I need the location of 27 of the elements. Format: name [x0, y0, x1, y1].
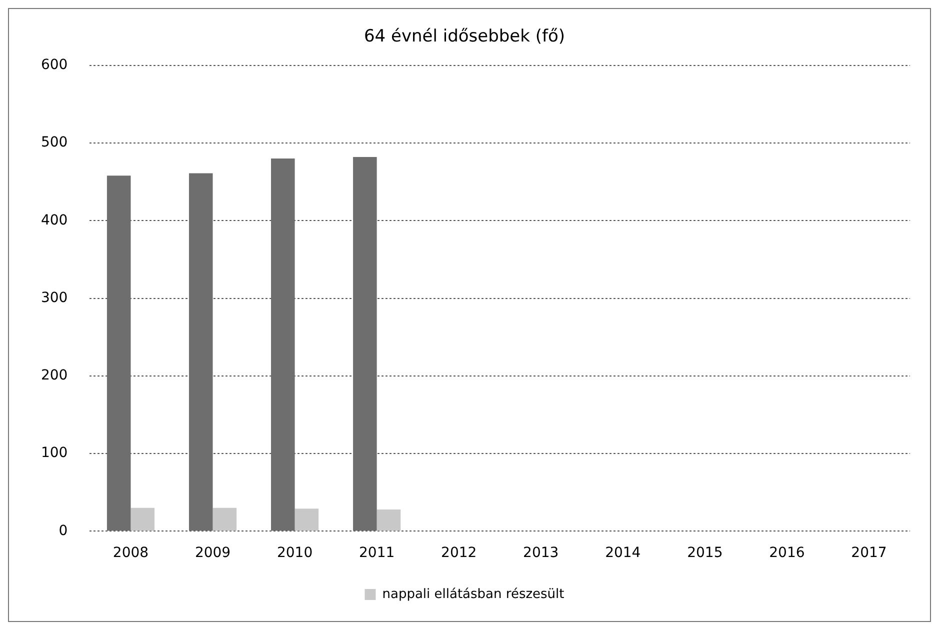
y-tick-label: 300	[40, 290, 68, 306]
y-tick-label: 100	[40, 445, 68, 462]
bar	[376, 509, 401, 531]
y-tick-label: 600	[40, 57, 68, 74]
bar	[130, 508, 155, 531]
x-tick-label: 2010	[276, 545, 313, 562]
legend-label: nappali ellátásban részesült	[382, 586, 564, 602]
bar	[106, 176, 131, 531]
bar	[271, 158, 295, 531]
x-tick-label: 2012	[441, 545, 477, 562]
y-tick-label: 200	[40, 368, 68, 384]
y-tick-label: 400	[40, 212, 68, 228]
y-tick-label: 0	[58, 522, 68, 539]
y-tick-label: 500	[40, 134, 68, 151]
bar	[188, 173, 213, 531]
x-tick-label: 2016	[769, 545, 805, 562]
x-tick-label: 2009	[194, 545, 231, 562]
chart-title: 64 évnél idősebbek (fő)	[364, 26, 566, 47]
x-tick-label: 2011	[359, 545, 395, 562]
x-tick-label: 2015	[687, 545, 723, 562]
bar	[294, 508, 319, 531]
bar	[353, 157, 377, 531]
bar	[212, 508, 237, 531]
x-tick-label: 2008	[112, 545, 149, 562]
x-tick-label: 2014	[605, 545, 641, 562]
x-tick-label: 2013	[523, 545, 559, 562]
x-tick-label: 2017	[851, 545, 887, 562]
